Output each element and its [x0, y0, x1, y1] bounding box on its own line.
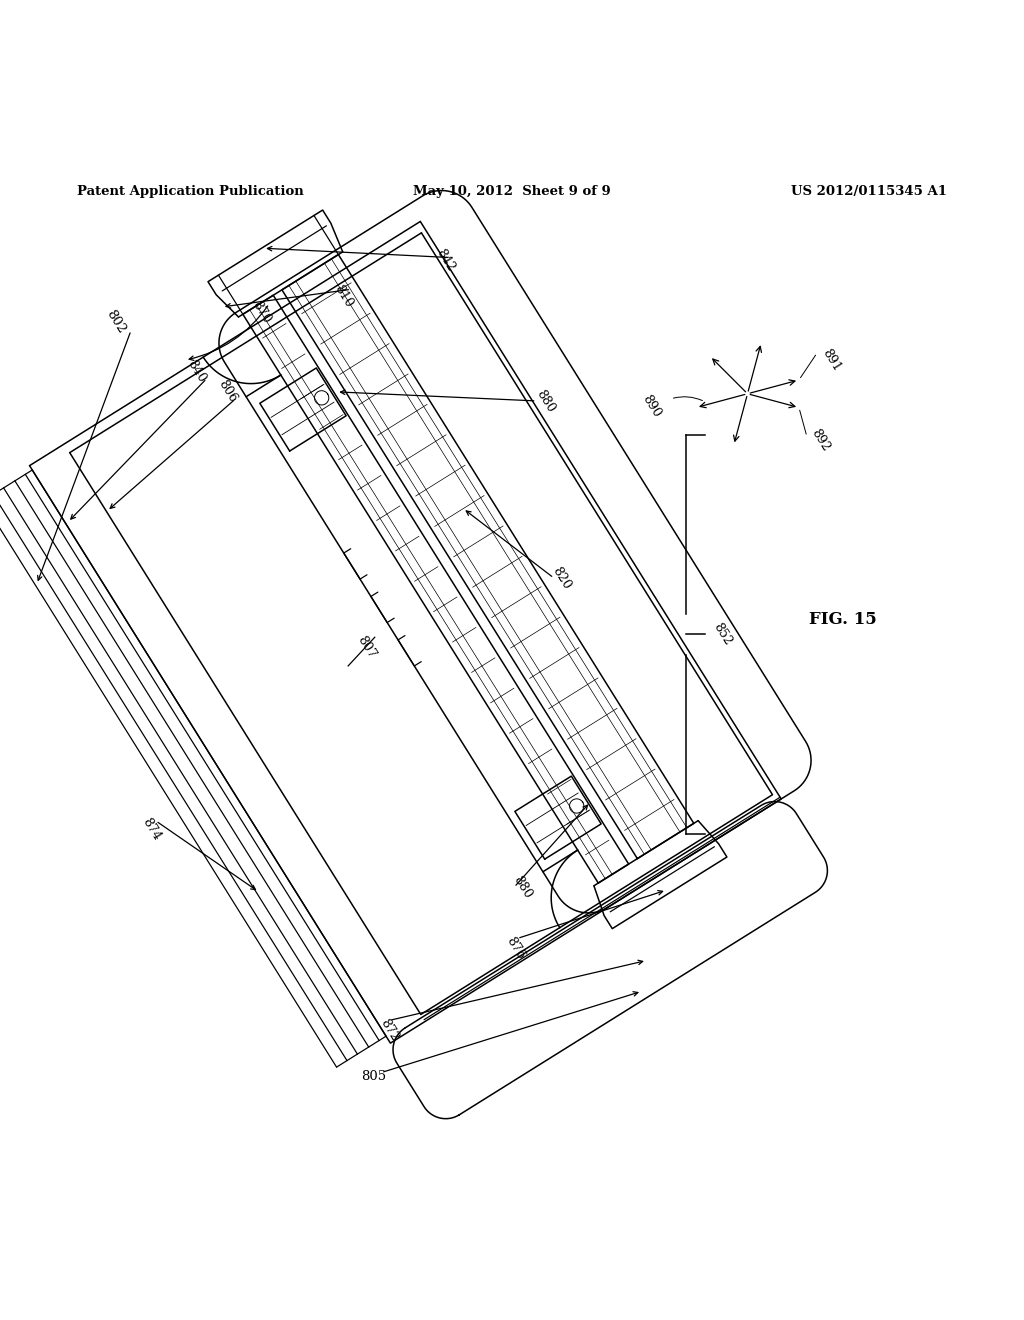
Text: 870: 870: [249, 298, 273, 326]
Text: 842: 842: [433, 247, 458, 275]
Text: 876: 876: [503, 935, 527, 962]
Text: 810: 810: [331, 282, 355, 310]
Text: 802: 802: [103, 308, 128, 337]
Text: 806: 806: [215, 378, 240, 405]
Text: 892: 892: [809, 426, 833, 453]
Text: 891: 891: [819, 346, 843, 374]
Text: 807: 807: [354, 634, 379, 661]
Text: Patent Application Publication: Patent Application Publication: [77, 185, 303, 198]
Text: May 10, 2012  Sheet 9 of 9: May 10, 2012 Sheet 9 of 9: [413, 185, 611, 198]
Text: 874: 874: [139, 816, 164, 842]
Text: 840: 840: [184, 358, 209, 385]
Text: 852: 852: [710, 620, 734, 648]
Text: 872: 872: [377, 1018, 401, 1044]
Text: FIG. 15: FIG. 15: [809, 611, 877, 627]
Text: 890: 890: [640, 392, 664, 420]
Text: 880: 880: [510, 874, 535, 902]
Text: 880: 880: [534, 387, 558, 414]
Text: 820: 820: [549, 565, 573, 591]
Text: US 2012/0115345 A1: US 2012/0115345 A1: [792, 185, 947, 198]
Text: 805: 805: [361, 1071, 386, 1084]
